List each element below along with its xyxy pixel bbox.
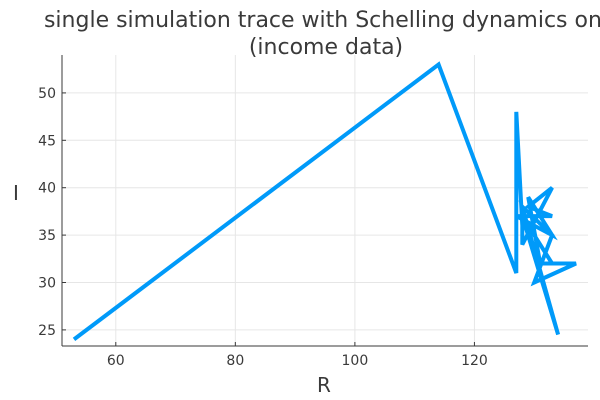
chart-subtitle: (income data): [249, 35, 403, 60]
series-layer: [72, 61, 577, 341]
y-tick-label: 50: [38, 86, 56, 102]
y-tick-label: 30: [38, 275, 56, 291]
x-tick-label: 100: [342, 353, 369, 369]
x-tick-label: 80: [226, 353, 244, 369]
y-tick-label: 45: [38, 133, 56, 149]
x-tick-label: 60: [107, 353, 125, 369]
x-axis-label: R: [317, 373, 331, 397]
y-tick-label: 25: [38, 323, 56, 339]
y-axis-label: I: [13, 181, 19, 205]
y-tick-label: 40: [38, 181, 56, 197]
x-tick-label: 120: [461, 353, 488, 369]
grid: [62, 55, 588, 346]
y-tick-label: 35: [38, 228, 56, 244]
y-ticks: 25 30 35 40 45 50: [38, 86, 66, 339]
chart-title: single simulation trace with Schelling d…: [44, 8, 600, 33]
series-line-1: [72, 61, 577, 341]
axes: [61, 55, 588, 347]
x-ticks: 60 80 100 120: [107, 342, 488, 369]
